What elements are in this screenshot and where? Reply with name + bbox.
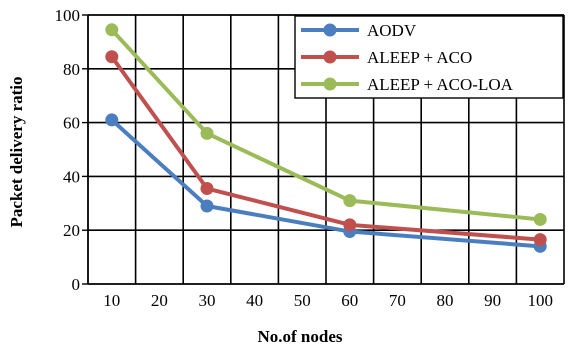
x-tick-labels: 10 20 30 40 50 60 70 80 90 100: [103, 291, 553, 310]
x-tick-label: 80: [437, 291, 454, 310]
data-point: [105, 113, 119, 127]
y-tick-label: 40: [63, 167, 80, 186]
y-tick-label: 20: [63, 221, 80, 240]
legend-label: AODV: [367, 21, 417, 40]
data-point: [343, 194, 357, 208]
x-tick-label: 60: [341, 291, 358, 310]
legend-label: ALEEP + ACO-LOA: [367, 75, 514, 94]
legend-swatch-marker: [323, 23, 337, 37]
data-point: [200, 126, 214, 140]
axes: [82, 14, 565, 285]
legend-swatch-marker: [323, 50, 337, 64]
legend-swatch-marker: [323, 77, 337, 91]
legend: AODV ALEEP + ACO ALEEP + ACO-LOA: [294, 15, 564, 99]
y-tick-labels: 0 20 40 60 80 100: [55, 6, 81, 294]
series-line-0: [109, 117, 543, 249]
data-point: [200, 182, 214, 196]
y-tick-label: 80: [63, 60, 80, 79]
series-lines: [105, 23, 547, 253]
x-tick-label: 50: [294, 291, 311, 310]
x-tick-label: 10: [103, 291, 120, 310]
y-tick-label: 60: [63, 114, 80, 133]
data-point: [533, 212, 547, 226]
x-tick-label: 20: [151, 291, 168, 310]
legend-label: ALEEP + ACO: [367, 48, 472, 67]
data-point: [200, 199, 214, 213]
data-point: [533, 233, 547, 247]
y-axis-title: Packet delivery ratio: [7, 76, 26, 227]
x-tick-label: 90: [484, 291, 501, 310]
x-axis-title: No.of nodes: [257, 327, 342, 346]
x-tick-label: 40: [246, 291, 263, 310]
x-tick-label: 30: [199, 291, 216, 310]
data-point: [105, 50, 119, 64]
y-tick-label: 0: [72, 275, 81, 294]
data-point: [343, 218, 357, 232]
series-line-1: [109, 54, 543, 242]
series-line-2: [109, 27, 543, 222]
x-tick-label: 100: [527, 291, 553, 310]
y-tick-label: 100: [55, 6, 81, 25]
x-tick-label: 70: [389, 291, 406, 310]
data-point: [105, 23, 119, 37]
